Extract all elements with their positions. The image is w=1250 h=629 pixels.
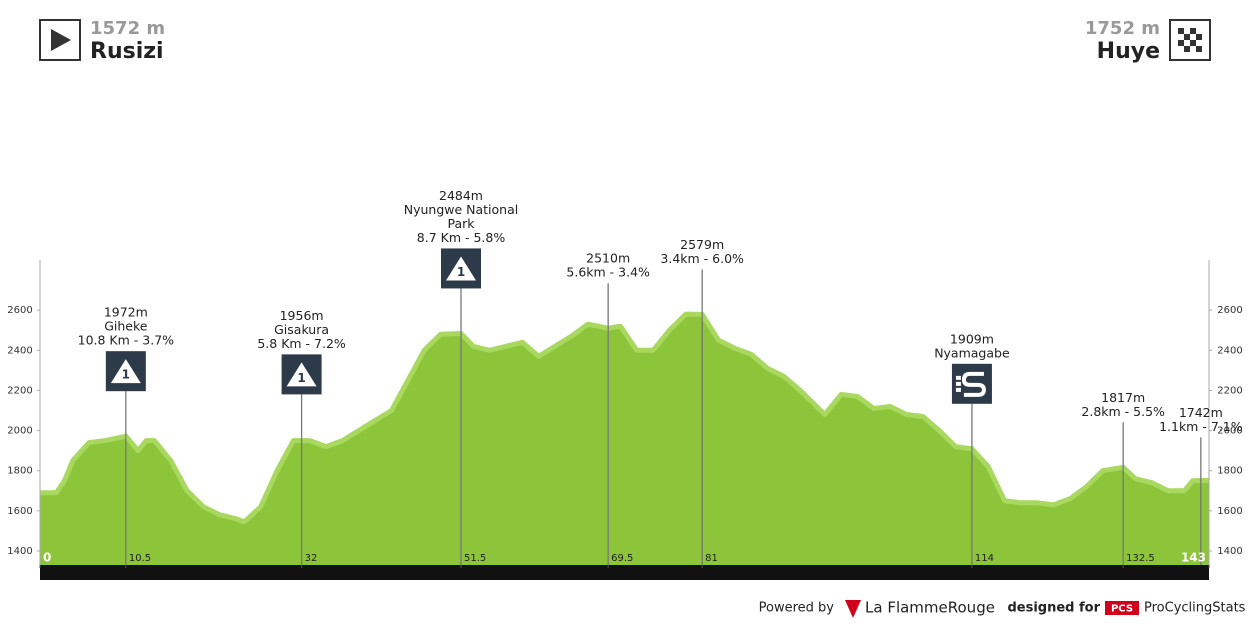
pcs-text: PCS [1111,604,1133,615]
marker-label: 10.8 Km - 3.7% [78,333,175,348]
y-tick-label: 2600 [7,305,32,316]
plot: 1400 1400 1600 1600 1800 1800 2000 2000 2200 2200… [7,188,1243,580]
marker-label: Park [447,216,475,231]
climb-category: 1 [122,368,130,382]
start-name: Rusizi [90,39,164,64]
y-tick-label: 1800 [1217,466,1242,477]
marker-label: 1956m [280,308,324,323]
x-tick-label: 32 [305,553,318,564]
x-tick-label: 69.5 [611,553,633,564]
marker-label: Gisakura [274,322,329,337]
marker-label: 2484m [439,188,483,203]
marker-label: 8.7 Km - 5.8% [417,230,506,245]
marker-label: 1972m [104,305,148,320]
y-tick-label: 1400 [7,546,32,557]
marker-label: 2.8km - 5.5% [1081,404,1165,419]
finish-elevation: 1752 m [1085,18,1160,39]
marker-label: 1.1km - 7.1% [1159,419,1243,434]
pcs-logo [1105,601,1139,615]
x-tick-label: 0 [43,551,51,565]
marker-label: 2579m [680,237,724,252]
y-tick-label: 1800 [7,466,32,477]
climb-triangle [286,362,317,387]
marker-label: 5.8 Km - 7.2% [257,336,346,351]
marker-label: Nyungwe National [404,202,519,217]
brand: La FlammeRouge [865,599,995,617]
y-tick-label: 2400 [7,345,32,356]
x-tick-label: 114 [975,553,994,564]
climb-triangle [110,359,141,384]
marker-label: 3.4km - 6.0% [660,251,744,266]
marker-label: 1742m [1179,405,1223,420]
y-tick-label: 2200 [7,385,32,396]
x-tick-label: 143 [1181,551,1206,565]
marker-label: Giheke [104,319,148,334]
finish-name: Huye [1097,39,1160,64]
start-elevation: 1572 m [90,18,165,39]
climb-category: 1 [457,265,465,279]
y-tick-label: 1600 [1217,506,1242,517]
y-tick-label: 2200 [1217,385,1242,396]
brand-logo [845,600,861,618]
elevation-area [40,314,1209,565]
sprint-symbol [955,371,986,397]
y-tick-label: 1600 [7,506,32,517]
y-tick-label: 1400 [1217,546,1242,557]
marker-label: 2510m [586,251,630,266]
x-tick-label: 81 [705,553,718,564]
finish-icon [1169,19,1211,61]
marker-label: 1909m [950,331,994,346]
y-tick-label: 2400 [1217,345,1242,356]
marker-label: Nyamagabe [934,345,1010,360]
climb-category: 1 [297,371,305,385]
x-tick-label: 10.5 [129,553,151,564]
site-name: ProCyclingStats [1144,601,1246,616]
y-tick-label: 2000 [7,426,32,437]
y-tick-label: 2000 [1217,426,1242,437]
marker-label: 1817m [1101,390,1145,405]
x-tick-label: 132.5 [1126,553,1155,564]
start-icon [39,19,81,61]
climb-triangle [446,256,477,281]
marker-label: 5.6km - 3.4% [566,265,650,280]
powered-by: Powered by [759,601,835,616]
y-tick-label: 2600 [1217,305,1242,316]
start-arrow [51,29,71,51]
x-tick-label: 51.5 [464,553,486,564]
designed-for: designed for [1007,601,1100,616]
distance-bar [40,565,1209,580]
